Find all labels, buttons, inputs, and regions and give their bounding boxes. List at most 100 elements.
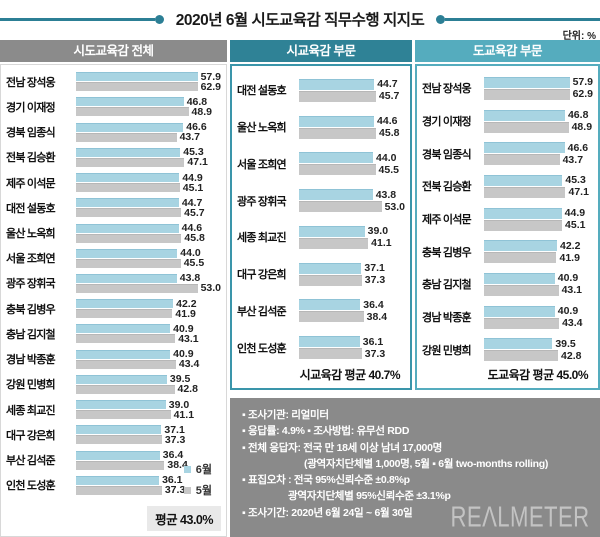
may-bar <box>76 132 177 142</box>
may-bar <box>76 359 176 369</box>
superintendent-name: 강원 민병희 <box>422 344 472 357</box>
superintendent-name: 충북 김병우 <box>422 246 472 259</box>
survey-info-line: 광역자치단체별 95%신뢰수준 ±3.1%p <box>288 490 451 503</box>
bar-row: 대전 설동호 44.7 45.7 <box>6 195 221 220</box>
may-value: 43.4 <box>562 317 583 330</box>
may-value: 37.3 <box>364 347 386 360</box>
june-bar-line: 44.6 <box>299 115 405 127</box>
bar-pair: 46.8 48.9 <box>76 96 221 118</box>
june-value: 42.2 <box>560 239 581 252</box>
title-line-right <box>445 17 600 21</box>
june-bar-line: 36.4 <box>76 449 221 461</box>
may-bar-line: 47.1 <box>484 186 593 198</box>
bar-pair: 39.0 41.1 <box>299 225 405 249</box>
may-bar <box>76 309 173 319</box>
may-value: 45.5 <box>378 163 399 176</box>
superintendent-name: 충남 김지철 <box>422 279 472 292</box>
may-bar <box>76 183 180 193</box>
may-value: 62.9 <box>200 80 221 93</box>
bar-row: 강원 민병희 39.5 42.8 <box>6 372 221 397</box>
title-line-left <box>0 17 155 21</box>
superintendent-name: 서울 조희연 <box>6 253 56 266</box>
survey-info-line: ▪ 조사기관: 리얼미터 <box>242 409 329 421</box>
bar-pair: 40.9 43.4 <box>76 348 221 370</box>
june-value: 44.0 <box>376 151 397 164</box>
june-bar <box>76 273 177 283</box>
june-bar <box>76 299 174 309</box>
bar-row: 전북 김승환 45.3 47.1 <box>6 145 221 170</box>
bar-pair: 37.1 37.3 <box>299 262 405 286</box>
superintendent-name: 세종 최교진 <box>237 232 287 245</box>
superintendent-name: 강원 민병희 <box>6 379 56 392</box>
may-bar-line: 48.9 <box>76 106 221 118</box>
bar-row: 서울 조희연 44.0 45.5 <box>6 246 221 271</box>
may-bar-line: 45.8 <box>299 127 405 140</box>
survey-info-lines: ▪ 조사기관: 리얼미터 ▪ 응답률: 4.9% ▪ 조사방법: 유무선 RDD ▪… <box>242 407 600 521</box>
bar-pair: 36.1 37.3 <box>76 474 221 497</box>
may-bar <box>299 348 362 360</box>
june-value: 39.0 <box>168 398 190 411</box>
june-value: 36.4 <box>363 298 384 311</box>
title-bar: 2020년 6월 시도교육감 직무수행 지지도 <box>0 6 600 32</box>
june-bar <box>299 299 361 311</box>
superintendent-name: 충북 김병우 <box>6 303 56 316</box>
june-bar <box>76 374 167 384</box>
may-value: 43.7 <box>562 153 584 166</box>
superintendent-name: 서울 조희연 <box>237 158 287 171</box>
bar-row: 경북 임종식 46.6 43.7 <box>6 119 221 144</box>
panel-city-body: 대전 설동호 44.7 45.7 울산 노옥희 44.6 45.8 서울 조희연 44.0 45… <box>230 64 412 390</box>
bar-row: 경기 이재정 46.8 48.9 <box>422 105 593 138</box>
superintendent-name: 인천 도성훈 <box>237 342 287 355</box>
may-bar-line: 62.9 <box>76 80 221 93</box>
may-swatch-icon <box>183 486 191 494</box>
bar-row: 전남 장석웅 57.9 62.9 <box>6 69 221 94</box>
june-bar <box>484 109 565 121</box>
may-value: 41.9 <box>175 307 196 320</box>
may-bar-line: 37.3 <box>76 434 221 446</box>
may-bar-line: 48.9 <box>484 121 593 133</box>
may-value: 45.8 <box>379 127 400 140</box>
may-bar <box>76 410 171 420</box>
panel-all-superintendents: 시도교육감 전체 전남 장석웅 57.9 62.9 경기 이재정 46.8 48.9 경북 … <box>0 40 227 537</box>
superintendent-name: 부산 김석준 <box>237 305 287 318</box>
june-bar <box>76 349 171 359</box>
bar-row: 전북 김승환 45.3 47.1 <box>422 170 593 203</box>
may-bar <box>76 107 189 117</box>
province-average-label: 도교육감 평균 45.0% <box>487 368 589 382</box>
bar-pair: 44.9 45.1 <box>76 172 221 194</box>
may-value: 37.3 <box>164 484 186 497</box>
may-bar-line: 45.7 <box>299 90 405 102</box>
bar-row: 세종 최교진 39.0 41.1 <box>6 397 221 422</box>
may-bar-line: 41.1 <box>299 237 405 249</box>
may-bar-line: 45.7 <box>76 207 221 219</box>
bar-pair: 45.3 47.1 <box>76 146 221 169</box>
panel-province-header: 도교육감 부문 <box>415 40 600 62</box>
bar-row: 대전 설동호 44.7 45.7 <box>237 72 405 109</box>
june-bar-line: 39.0 <box>76 398 221 411</box>
superintendent-name: 전남 장석웅 <box>6 76 56 89</box>
bar-row: 경남 박종훈 40.9 43.4 <box>422 301 593 334</box>
may-bar <box>76 208 182 218</box>
may-bar <box>484 252 557 264</box>
panel-all-body: 전남 장석웅 57.9 62.9 경기 이재정 46.8 48.9 경북 임종식 46.6 43… <box>0 64 227 537</box>
june-value: 44.9 <box>564 207 586 220</box>
june-bar <box>299 152 374 164</box>
june-bar-line: 44.7 <box>299 78 405 91</box>
superintendent-name: 전남 장석웅 <box>422 83 472 96</box>
june-value: 44.7 <box>377 78 398 91</box>
panel-province-body: 전남 장석웅 57.9 62.9 경기 이재정 46.8 48.9 경북 임종식 46.6 43… <box>415 64 600 390</box>
bar-rows-all: 전남 장석웅 57.9 62.9 경기 이재정 46.8 48.9 경북 임종식 46.6 43… <box>6 69 221 498</box>
may-value: 37.3 <box>364 274 386 287</box>
may-bar <box>76 384 175 394</box>
bar-row: 광주 장휘국 43.8 53.0 <box>6 271 221 296</box>
bar-pair: 44.0 45.5 <box>299 152 405 176</box>
june-bar-line: 37.1 <box>76 424 221 436</box>
survey-info-line: ▪ 표집오차 : 전국 95%신뢰수준 ±0.8%p <box>242 474 410 487</box>
may-bar <box>76 334 176 344</box>
june-value: 39.5 <box>555 337 576 350</box>
superintendent-name: 경북 임종식 <box>422 148 472 161</box>
may-value: 47.1 <box>187 156 208 169</box>
bar-row: 부산 김석준 36.4 38.4 <box>237 293 405 330</box>
may-bar-line: 62.9 <box>484 88 593 100</box>
june-bar <box>484 174 563 186</box>
